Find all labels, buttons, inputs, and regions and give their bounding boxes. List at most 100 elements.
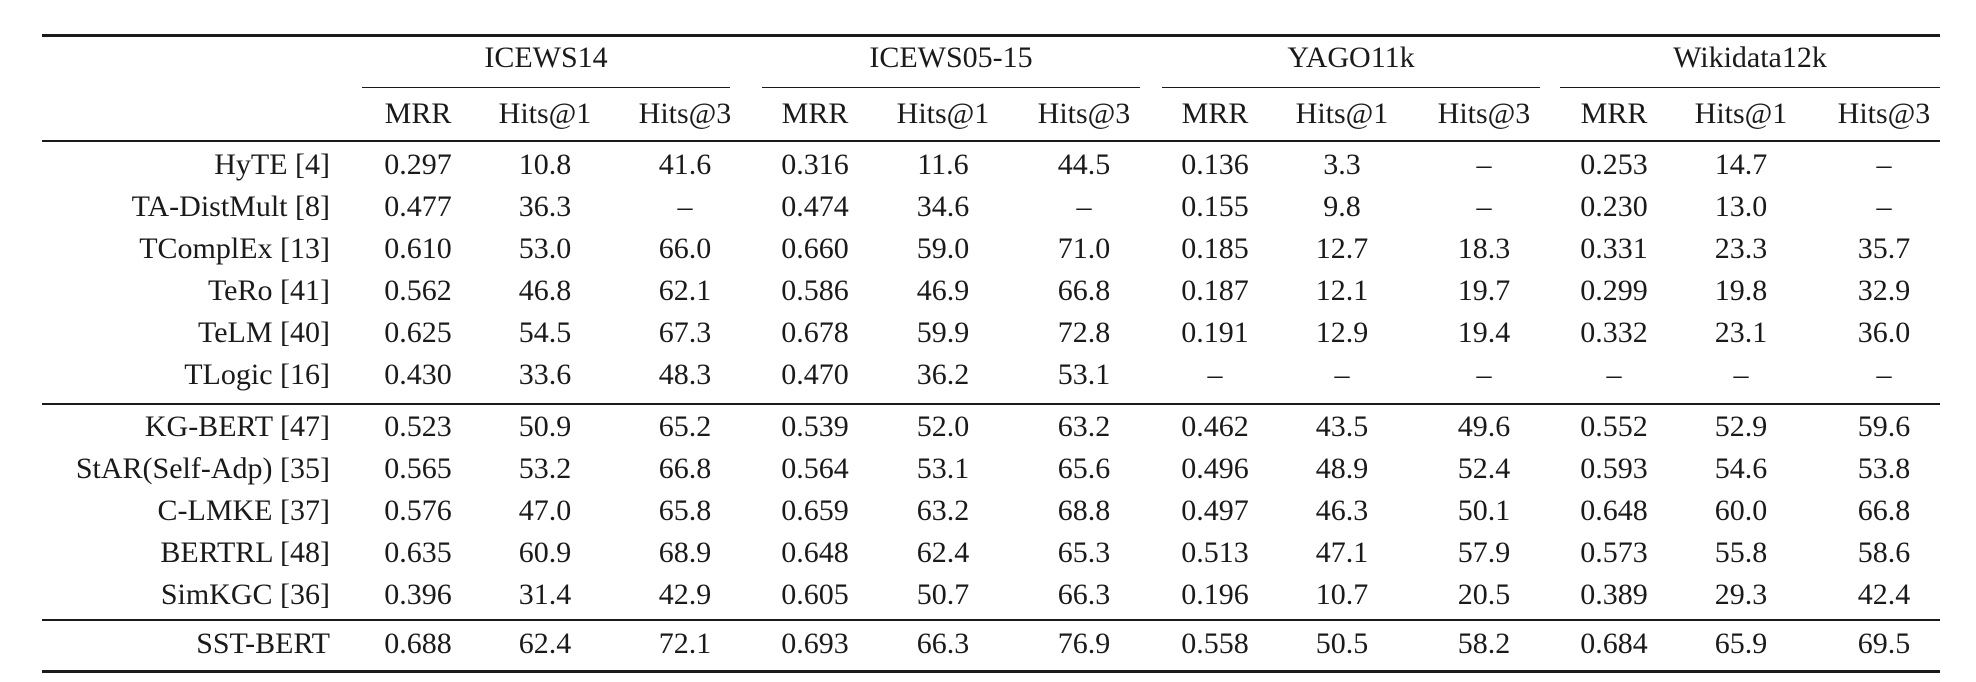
group-rule-1 xyxy=(42,403,1940,405)
score-cell: – xyxy=(1876,148,1892,181)
method-name: TLogic [16] xyxy=(184,358,330,391)
score-cell: – xyxy=(1334,358,1350,391)
score-cell: 0.497 xyxy=(1181,494,1249,527)
score-cell: 65.6 xyxy=(1057,452,1111,485)
metric-header: Hits@3 xyxy=(1837,97,1931,130)
dataset-header: YAGO11k xyxy=(1287,41,1415,74)
score-cell: 0.187 xyxy=(1181,274,1249,307)
score-cell: 66.8 xyxy=(1857,494,1911,527)
score-cell: 42.9 xyxy=(658,578,712,611)
score-cell: 72.8 xyxy=(1057,316,1111,349)
score-cell: 0.693 xyxy=(781,627,849,660)
score-cell: 66.0 xyxy=(658,232,712,265)
bottom-rule xyxy=(42,670,1940,673)
score-cell: 41.6 xyxy=(658,148,712,181)
method-name: TeRo [41] xyxy=(207,274,330,307)
score-cell: 62.4 xyxy=(518,627,572,660)
score-cell: – xyxy=(1876,190,1892,223)
score-cell: 18.3 xyxy=(1457,232,1511,265)
score-cell: 53.0 xyxy=(518,232,572,265)
score-cell: 0.564 xyxy=(781,452,849,485)
metric-header: MRR xyxy=(1181,97,1249,130)
score-cell: 49.6 xyxy=(1457,410,1511,443)
score-cell: 0.648 xyxy=(1580,494,1648,527)
score-cell: 0.625 xyxy=(384,316,452,349)
score-cell: 50.1 xyxy=(1457,494,1511,527)
score-cell: 0.586 xyxy=(781,274,849,307)
score-cell: 62.1 xyxy=(658,274,712,307)
score-cell: 43.5 xyxy=(1315,410,1369,443)
score-cell: 52.0 xyxy=(916,410,970,443)
score-cell: 34.6 xyxy=(916,190,970,223)
score-cell: 0.688 xyxy=(384,627,452,660)
score-cell: 0.539 xyxy=(781,410,849,443)
score-cell: 13.0 xyxy=(1714,190,1768,223)
score-cell: 20.5 xyxy=(1457,578,1511,611)
score-cell: 12.9 xyxy=(1315,316,1369,349)
score-cell: 0.659 xyxy=(781,494,849,527)
method-name: SST-BERT xyxy=(196,627,330,660)
score-cell: 42.4 xyxy=(1857,578,1911,611)
score-cell: 0.136 xyxy=(1181,148,1249,181)
metric-header: Hits@1 xyxy=(1295,97,1389,130)
score-cell: 66.3 xyxy=(1057,578,1111,611)
score-cell: 33.6 xyxy=(518,358,572,391)
method-name: C-LMKE [37] xyxy=(157,494,330,527)
score-cell: 11.6 xyxy=(917,148,969,181)
score-cell: 0.648 xyxy=(781,536,849,569)
dataset-underline xyxy=(762,87,1140,88)
score-cell: 50.7 xyxy=(916,578,970,611)
score-cell: 57.9 xyxy=(1457,536,1511,569)
score-cell: 0.678 xyxy=(781,316,849,349)
method-name: KG-BERT [47] xyxy=(144,410,330,443)
score-cell: 0.605 xyxy=(781,578,849,611)
score-cell: 60.9 xyxy=(518,536,572,569)
score-cell: 65.8 xyxy=(658,494,712,527)
score-cell: 3.3 xyxy=(1323,148,1361,181)
score-cell: 0.332 xyxy=(1580,316,1648,349)
score-cell: 0.610 xyxy=(384,232,452,265)
score-cell: – xyxy=(1876,358,1892,391)
method-name: StAR(Self-Adp) [35] xyxy=(75,452,330,485)
score-cell: 0.562 xyxy=(384,274,452,307)
score-cell: 0.191 xyxy=(1181,316,1249,349)
score-cell: 36.2 xyxy=(916,358,970,391)
score-cell: 0.593 xyxy=(1580,452,1648,485)
score-cell: 59.9 xyxy=(916,316,970,349)
score-cell: 23.3 xyxy=(1714,232,1768,265)
score-cell: 0.299 xyxy=(1580,274,1648,307)
score-cell: 0.573 xyxy=(1580,536,1648,569)
score-cell: 10.7 xyxy=(1315,578,1369,611)
score-cell: 47.1 xyxy=(1315,536,1369,569)
score-cell: 0.684 xyxy=(1580,627,1648,660)
dataset-underline xyxy=(362,87,730,88)
score-cell: 0.331 xyxy=(1580,232,1648,265)
score-cell: 36.3 xyxy=(518,190,572,223)
score-cell: 66.8 xyxy=(658,452,712,485)
score-cell: 0.316 xyxy=(781,148,849,181)
score-cell: 50.9 xyxy=(518,410,572,443)
score-cell: 0.462 xyxy=(1181,410,1249,443)
score-cell: 19.8 xyxy=(1714,274,1768,307)
metric-header: Hits@1 xyxy=(498,97,592,130)
score-cell: 0.552 xyxy=(1580,410,1648,443)
score-cell: 9.8 xyxy=(1323,190,1361,223)
score-cell: 0.196 xyxy=(1181,578,1249,611)
score-cell: 35.7 xyxy=(1857,232,1911,265)
score-cell: – xyxy=(677,190,693,223)
score-cell: 0.477 xyxy=(384,190,452,223)
score-cell: 0.496 xyxy=(1181,452,1249,485)
method-name: TeLM [40] xyxy=(197,316,330,349)
score-cell: 0.558 xyxy=(1181,627,1249,660)
score-cell: 53.8 xyxy=(1857,452,1911,485)
score-cell: – xyxy=(1476,148,1492,181)
metric-header: Hits@1 xyxy=(1694,97,1788,130)
score-cell: 0.660 xyxy=(781,232,849,265)
score-cell: 71.0 xyxy=(1057,232,1111,265)
group-rule-2 xyxy=(42,619,1940,621)
score-cell: 52.4 xyxy=(1457,452,1511,485)
score-cell: 54.6 xyxy=(1714,452,1768,485)
score-cell: 46.9 xyxy=(916,274,970,307)
score-cell: 46.3 xyxy=(1315,494,1369,527)
